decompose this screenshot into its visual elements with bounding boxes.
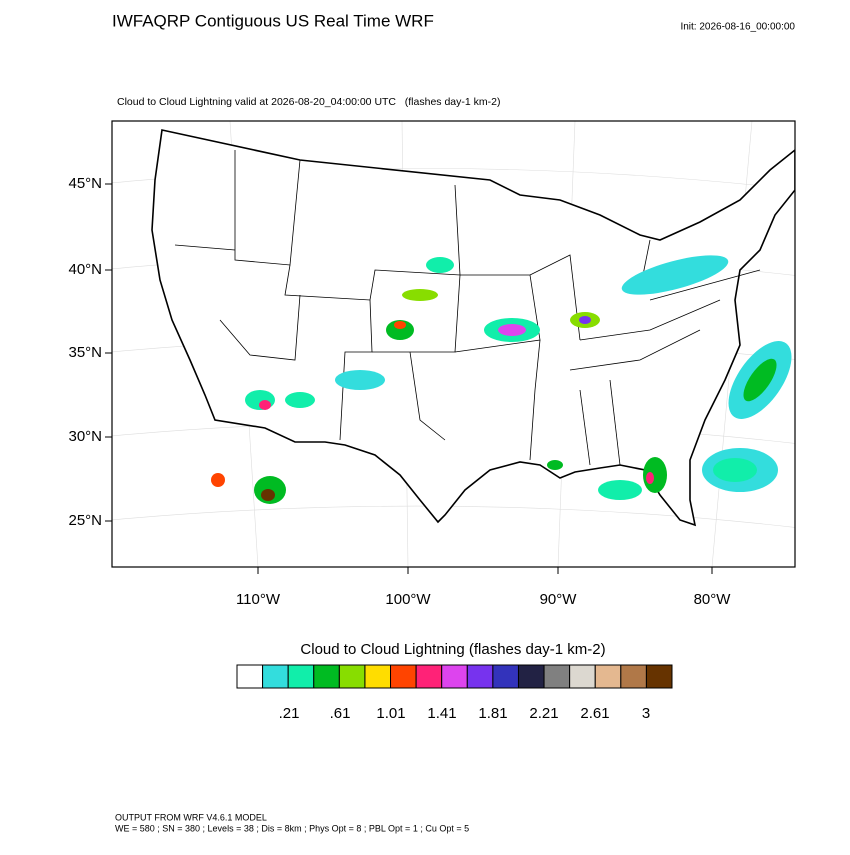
- colorbar-box: [338, 664, 366, 689]
- map: 45°N 40°N 35°N 30°N 25°N 110°W 100°W 90°W 80°W: [68, 120, 796, 608]
- lon-label: 80°W: [694, 591, 732, 608]
- colorbar-box: [492, 664, 519, 689]
- colorbar-box: [287, 664, 315, 689]
- colorbar-box: [569, 664, 596, 689]
- init-time: Init: 2026-08-16_00:00:00: [680, 22, 795, 33]
- colorbar-box: [543, 664, 571, 689]
- footer-line: WE = 580 ; SN = 380 ; Levels = 38 ; Dis …: [115, 823, 469, 833]
- colorbar-label: 1.01: [376, 705, 405, 722]
- lon-label: 110°W: [236, 591, 281, 608]
- colorbar-box: [594, 664, 622, 689]
- map-subtitle: Cloud to Cloud Lightning valid at 2026-0…: [117, 96, 500, 108]
- colorbar-box: [262, 664, 289, 689]
- colorbar-box: [415, 664, 443, 689]
- colorbar-box: [313, 664, 340, 689]
- colorbar-label: .61: [330, 705, 351, 722]
- state-borders: [174, 150, 761, 466]
- colorbar-box: [441, 664, 468, 689]
- colorbar-box: [236, 664, 264, 689]
- lat-label: 40°N: [68, 261, 102, 278]
- colorbar-box: [620, 664, 647, 689]
- colorbar: .21 .61 1.01 1.41 1.81 2.21 2.61 3: [236, 664, 673, 722]
- colorbar-label: 3: [642, 705, 650, 722]
- title: IWFAQRP Contiguous US Real Time WRF: [112, 11, 434, 30]
- colorbar-title: Cloud to Cloud Lightning (flashes day-1 …: [300, 641, 605, 658]
- map-frame: [111, 120, 796, 568]
- footer-line: OUTPUT FROM WRF V4.6.1 MODEL: [115, 812, 267, 822]
- colorbar-label: 1.41: [427, 705, 456, 722]
- lat-label: 25°N: [68, 512, 102, 529]
- colorbar-label: 2.61: [580, 705, 609, 722]
- colorbar-box: [466, 664, 494, 689]
- lightning-areas: [211, 255, 792, 504]
- colorbar-box: [517, 664, 545, 689]
- colorbar-box: [390, 664, 417, 689]
- colorbar-label: 2.21: [529, 705, 558, 722]
- lon-label: 100°W: [385, 591, 431, 608]
- colorbar-label: .21: [279, 705, 300, 722]
- lon-label: 90°W: [540, 591, 578, 608]
- colorbar-box: [645, 664, 673, 689]
- colorbar-label: 1.81: [478, 705, 507, 722]
- lat-label: 30°N: [68, 428, 102, 445]
- lat-label: 45°N: [68, 175, 102, 192]
- colorbar-box: [364, 664, 392, 689]
- lat-label: 35°N: [68, 344, 102, 361]
